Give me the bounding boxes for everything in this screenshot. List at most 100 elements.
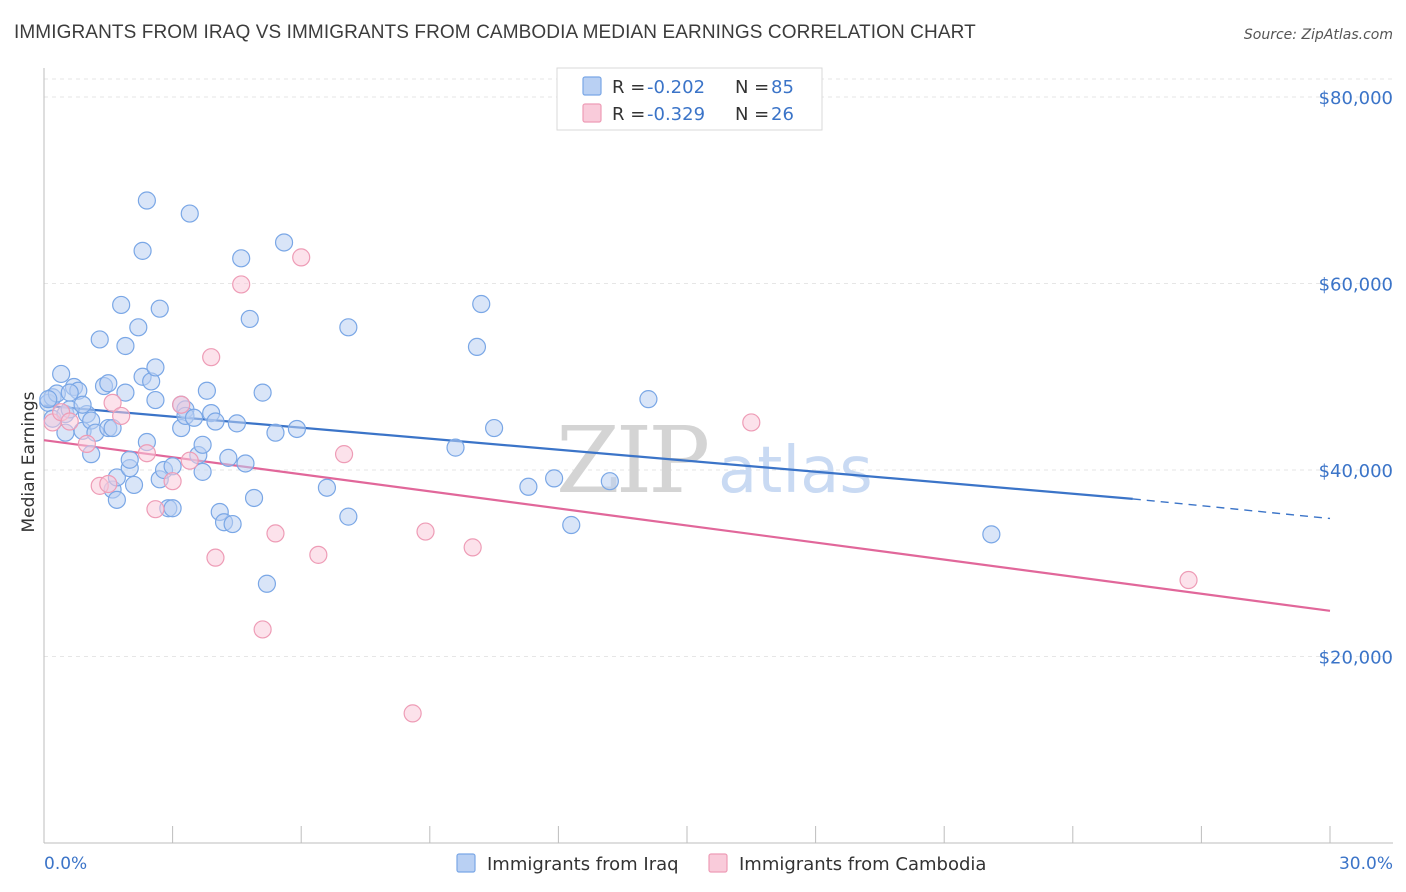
trend-line-iraq	[43, 404, 1133, 501]
x-tick-label-min: 0.0%	[44, 854, 87, 874]
legend-r-label-iraq: R =	[612, 77, 645, 98]
point-iraq	[90, 330, 109, 349]
point-iraq	[519, 477, 538, 496]
gridlines	[44, 78, 1393, 657]
trend-line-extension-iraq	[1132, 498, 1331, 520]
point-cambodia	[309, 545, 328, 564]
point-cambodia	[206, 548, 225, 567]
scatter-points	[39, 191, 1198, 723]
legend-n-value-cambodia: 26	[771, 104, 794, 125]
point-iraq	[600, 472, 619, 491]
point-iraq	[146, 358, 165, 377]
point-cambodia	[172, 395, 191, 414]
point-iraq	[223, 514, 242, 534]
point-iraq	[193, 462, 212, 481]
point-cambodia	[77, 434, 96, 453]
chart-title: IMMIGRANTS FROM IRAQ VS IMMIGRANTS FROM …	[14, 22, 976, 43]
point-cambodia	[742, 413, 761, 432]
point-iraq	[485, 418, 504, 438]
axes	[43, 68, 1393, 844]
point-cambodia	[292, 248, 311, 267]
point-iraq	[227, 414, 246, 433]
point-iraq	[73, 395, 92, 414]
point-iraq	[107, 490, 126, 509]
point-iraq	[112, 295, 131, 315]
point-iraq	[180, 204, 199, 223]
trend-line-cambodia	[43, 439, 1331, 612]
point-iraq	[232, 249, 251, 268]
point-iraq	[116, 336, 135, 356]
y-tick-label: $40,000	[1319, 461, 1393, 482]
bottom-legend-swatch-iraq	[456, 853, 476, 873]
legend-n-value-iraq: 85	[771, 77, 794, 98]
point-cambodia	[103, 393, 122, 412]
point-iraq	[52, 364, 71, 384]
legend-swatch-cambodia	[582, 103, 602, 123]
point-iraq	[236, 454, 255, 473]
legend-n-label-iraq: N =	[735, 77, 769, 98]
bottom-legend-label-iraq: Immigrants from Iraq	[487, 854, 679, 875]
point-cambodia	[146, 500, 165, 519]
bottom-legend-swatch-cambodia	[708, 853, 728, 873]
point-cambodia	[60, 412, 79, 431]
point-iraq	[124, 475, 144, 495]
y-tick-labels: $20,000 $40,000 $60,000 $80,000	[1319, 88, 1393, 669]
point-cambodia	[334, 445, 354, 464]
point-iraq	[545, 469, 564, 488]
point-iraq	[339, 318, 358, 337]
legend-box: R = -0.202 N = 85 R = -0.329 N = 26	[556, 67, 823, 131]
point-iraq	[197, 381, 216, 400]
point-iraq	[163, 499, 182, 518]
point-cambodia	[180, 451, 199, 470]
point-iraq	[99, 374, 118, 393]
point-cambodia	[99, 474, 118, 494]
legend-n-label-cambodia: N =	[735, 104, 769, 125]
point-iraq	[639, 390, 658, 409]
point-iraq	[287, 419, 307, 439]
point-iraq	[120, 450, 139, 469]
point-cambodia	[232, 275, 251, 294]
y-axis-label: Median Earnings	[19, 391, 39, 532]
point-iraq	[982, 525, 1001, 544]
point-cambodia	[202, 348, 221, 367]
point-iraq	[193, 435, 212, 454]
point-cambodia	[137, 444, 156, 463]
point-iraq	[562, 515, 581, 535]
y-tick-label: $60,000	[1319, 275, 1393, 296]
point-iraq	[339, 507, 358, 526]
point-iraq	[257, 574, 277, 593]
point-iraq	[133, 241, 152, 260]
point-iraq	[446, 438, 465, 457]
legend-r-value-cambodia: -0.329	[647, 104, 705, 125]
point-cambodia	[266, 524, 285, 543]
point-iraq	[266, 423, 285, 442]
x-tick-label-max: 30.0%	[1339, 854, 1393, 874]
point-iraq	[274, 233, 294, 252]
point-iraq	[467, 337, 487, 357]
y-tick-label: $80,000	[1319, 88, 1393, 109]
trend-lines	[43, 404, 1331, 612]
chart-source: Source: ZipAtlas.com	[1244, 27, 1393, 43]
point-cambodia	[163, 472, 182, 491]
point-iraq	[150, 299, 169, 318]
point-cambodia	[403, 704, 422, 723]
point-iraq	[60, 383, 79, 402]
point-iraq	[206, 412, 225, 431]
bottom-legend: Immigrants from Iraq Immigrants from Cam…	[456, 853, 986, 875]
legend-r-value-iraq: -0.202	[647, 77, 705, 98]
point-cambodia	[1179, 570, 1198, 590]
legend-swatch-iraq	[582, 76, 602, 96]
bottom-legend-label-cambodia: Immigrants from Cambodia	[739, 854, 986, 875]
point-iraq	[184, 408, 204, 427]
point-cambodia	[416, 522, 435, 541]
point-iraq	[317, 478, 337, 497]
point-iraq	[244, 488, 264, 508]
point-iraq	[39, 390, 58, 409]
legend-r-label-cambodia: R =	[612, 104, 645, 125]
point-iraq	[472, 294, 491, 314]
point-cambodia	[112, 406, 131, 426]
point-iraq	[137, 191, 156, 210]
y-tick-label: $20,000	[1319, 648, 1393, 669]
point-iraq	[146, 390, 165, 410]
